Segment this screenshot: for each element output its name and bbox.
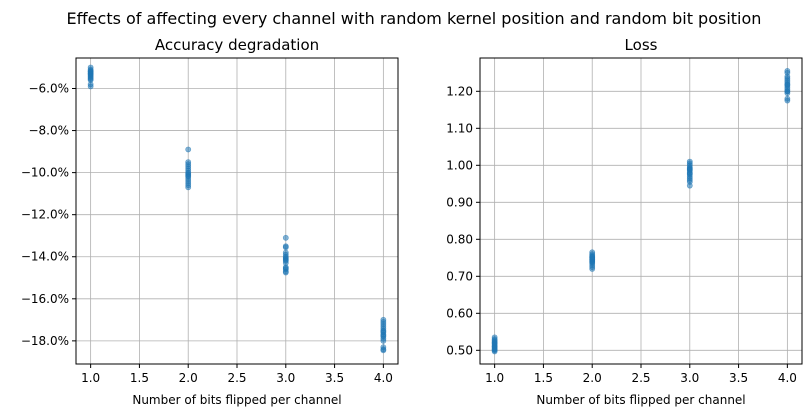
loss-x-tick-label: 3.0 bbox=[680, 371, 699, 385]
accuracy-x-tick-label: 3.0 bbox=[276, 371, 295, 385]
accuracy-x-tick-label: 4.0 bbox=[374, 371, 393, 385]
accuracy-x-tick-label: 2.0 bbox=[179, 371, 198, 385]
loss-x-tick-label: 4.0 bbox=[778, 371, 797, 385]
figure-suptitle: Effects of affecting every channel with … bbox=[67, 9, 762, 28]
loss-y-tick-label: 0.80 bbox=[446, 232, 473, 246]
loss-y-tick-label: 0.50 bbox=[446, 343, 473, 357]
accuracy-x-tick-label: 1.5 bbox=[130, 371, 149, 385]
accuracy-y-tick-label: −18.0% bbox=[21, 334, 69, 348]
accuracy-point bbox=[185, 184, 192, 191]
accuracy-point bbox=[87, 83, 94, 90]
accuracy-y-tick-label: −12.0% bbox=[21, 208, 69, 222]
accuracy-y-tick-label: −8.0% bbox=[28, 124, 69, 138]
loss-x-tick-label: 3.5 bbox=[729, 371, 748, 385]
loss-point bbox=[686, 165, 693, 172]
loss-point bbox=[784, 95, 791, 102]
loss-title: Loss bbox=[625, 36, 658, 54]
accuracy-x-tick-label: 3.5 bbox=[325, 371, 344, 385]
accuracy-point bbox=[282, 269, 289, 276]
accuracy-y-tick-label: −10.0% bbox=[21, 166, 69, 180]
loss-plot: 1.0 1.5 2.0 2.5 3.0 3.5 4.0 0.50 0.60 0.70 0.80 0.9… bbox=[446, 36, 803, 407]
accuracy-title: Accuracy degradation bbox=[155, 36, 319, 54]
loss-y-tick-label: 1.00 bbox=[446, 158, 473, 172]
accuracy-x-axis-label: Number of bits flipped per channel bbox=[132, 393, 341, 407]
loss-y-tick-label: 0.70 bbox=[446, 269, 473, 283]
loss-y-tick-label: 1.10 bbox=[446, 121, 473, 135]
loss-point bbox=[784, 81, 791, 88]
accuracy-plot: 1.0 1.5 2.0 2.5 3.0 3.5 4.0 −18.0% −16.0% −14.0% −… bbox=[21, 36, 399, 407]
accuracy-y-tick-label: −16.0% bbox=[21, 292, 69, 306]
accuracy-y-tick-label: −6.0% bbox=[28, 81, 69, 95]
loss-y-tick-label: 0.90 bbox=[446, 195, 473, 209]
accuracy-point bbox=[282, 234, 289, 241]
accuracy-point bbox=[380, 337, 387, 344]
loss-x-tick-label: 2.5 bbox=[631, 371, 650, 385]
loss-x-tick-label: 1.5 bbox=[534, 371, 553, 385]
accuracy-point bbox=[380, 347, 387, 354]
accuracy-point bbox=[282, 244, 289, 251]
loss-point bbox=[589, 249, 596, 256]
loss-point bbox=[784, 68, 791, 74]
loss-point bbox=[686, 158, 693, 165]
accuracy-point bbox=[185, 146, 192, 153]
loss-x-tick-label: 2.0 bbox=[583, 371, 602, 385]
loss-point bbox=[589, 254, 596, 260]
loss-x-axis-label: Number of bits flipped per channel bbox=[536, 393, 745, 407]
accuracy-point bbox=[87, 68, 94, 75]
loss-point bbox=[784, 88, 791, 95]
loss-x-tick-label: 1.0 bbox=[485, 371, 504, 385]
loss-y-tick-label: 0.60 bbox=[446, 306, 473, 320]
loss-point bbox=[491, 340, 498, 346]
loss-y-tick-label: 1.20 bbox=[446, 84, 473, 98]
accuracy-y-tick-label: −14.0% bbox=[21, 250, 69, 264]
accuracy-x-tick-label: 1.0 bbox=[81, 371, 100, 385]
loss-point bbox=[491, 334, 498, 341]
accuracy-x-tick-label: 2.5 bbox=[227, 371, 246, 385]
